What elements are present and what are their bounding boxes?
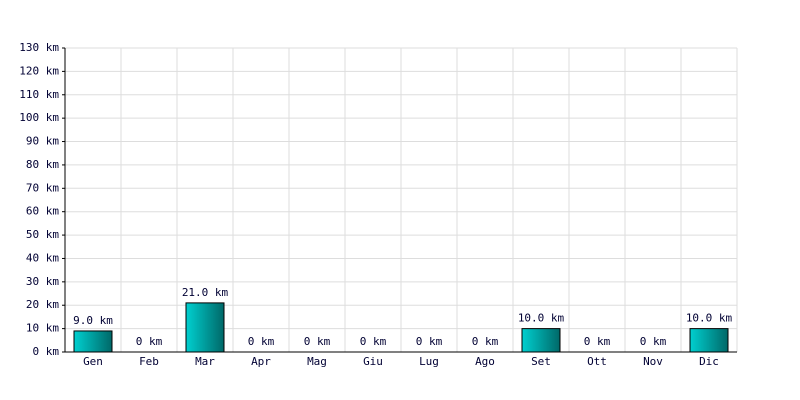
value-label: 0 km <box>304 335 331 348</box>
y-tick-label: 70 km <box>26 181 59 194</box>
x-tick-label: Giu <box>363 355 383 368</box>
x-tick-label: Apr <box>251 355 271 368</box>
y-tick-label: 20 km <box>26 298 59 311</box>
value-label: 0 km <box>640 335 667 348</box>
bar <box>73 330 113 353</box>
value-label: 9.0 km <box>73 314 113 327</box>
bar <box>185 302 225 353</box>
y-tick-label: 50 km <box>26 228 59 241</box>
y-tick-label: 0 km <box>33 345 60 358</box>
y-tick-label: 10 km <box>26 322 59 335</box>
y-tick-label: 80 km <box>26 158 59 171</box>
x-tick-label: Lug <box>419 355 439 368</box>
x-tick-label: Mar <box>195 355 215 368</box>
y-tick-label: 40 km <box>26 251 59 264</box>
y-tick-label: 110 km <box>19 88 59 101</box>
value-label: 0 km <box>248 335 275 348</box>
y-tick-label: 90 km <box>26 135 59 148</box>
value-label: 21.0 km <box>182 286 229 299</box>
x-tick-label: Gen <box>83 355 103 368</box>
x-tick-label: Dic <box>699 355 719 368</box>
value-label: 0 km <box>584 335 611 348</box>
x-tick-label: Ott <box>587 355 607 368</box>
x-tick-label: Mag <box>307 355 327 368</box>
y-tick-label: 60 km <box>26 205 59 218</box>
x-tick-label: Ago <box>475 355 495 368</box>
value-label: 0 km <box>360 335 387 348</box>
value-label: 10.0 km <box>686 312 733 325</box>
bar <box>521 328 561 353</box>
x-tick-label: Nov <box>643 355 663 368</box>
x-tick-label: Feb <box>139 355 159 368</box>
y-tick-label: 130 km <box>19 41 59 54</box>
y-tick-label: 30 km <box>26 275 59 288</box>
x-tick-label: Set <box>531 355 551 368</box>
value-label: 0 km <box>136 335 163 348</box>
y-tick-label: 100 km <box>19 111 59 124</box>
value-label: 10.0 km <box>518 312 565 325</box>
value-label: 0 km <box>472 335 499 348</box>
value-label: 0 km <box>416 335 443 348</box>
y-tick-label: 120 km <box>19 64 59 77</box>
bar <box>689 328 729 353</box>
